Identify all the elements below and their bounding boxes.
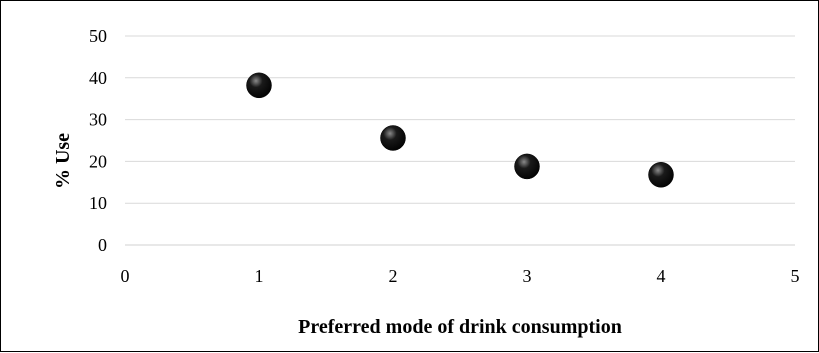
data-point-4: [649, 162, 674, 187]
y-tick-label: 30: [89, 110, 107, 130]
y-tick-label: 50: [89, 26, 107, 46]
x-tick-label: 1: [255, 266, 264, 286]
y-tick-label: 10: [89, 193, 107, 213]
gridlines: [125, 36, 795, 203]
x-tick-label: 0: [121, 266, 130, 286]
x-tick-label: 5: [791, 266, 800, 286]
x-axis-title: Preferred mode of drink consumption: [298, 316, 622, 338]
x-tick-label: 3: [523, 266, 532, 286]
data-point-1: [247, 73, 272, 98]
y-tick-label: 20: [89, 151, 107, 171]
data-points: [247, 73, 674, 187]
y-axis-title: % Use: [52, 133, 74, 189]
y-tick-label: 0: [98, 235, 107, 255]
tick-labels: 0 10 20 30 40 50 0 1 2 3 4 5: [89, 26, 800, 286]
x-tick-label: 2: [389, 266, 398, 286]
data-point-2: [381, 125, 406, 150]
x-tick-label: 4: [657, 266, 666, 286]
data-point-3: [515, 154, 540, 179]
y-tick-label: 40: [89, 68, 107, 88]
